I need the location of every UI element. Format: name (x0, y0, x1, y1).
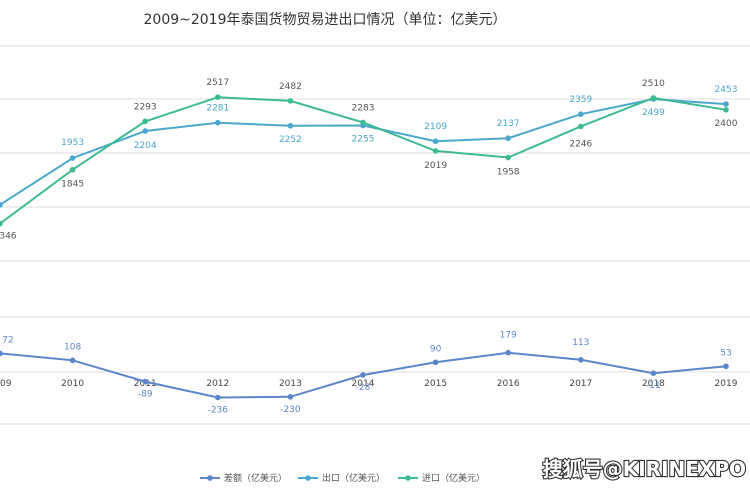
data-point (215, 394, 221, 401)
data-label: 2510 (642, 79, 665, 89)
gridlines (0, 45, 750, 425)
data-label: 179 (500, 331, 517, 341)
data-point (142, 378, 148, 385)
x-tick-label: 2013 (279, 379, 302, 389)
data-point (0, 220, 3, 227)
series-lines (0, 94, 729, 401)
data-label: 72 (2, 335, 13, 345)
data-point (432, 359, 439, 366)
data-point (650, 95, 657, 101)
series-line (0, 96, 727, 225)
legend-label: 进口（亿美元） (422, 472, 485, 484)
data-point (360, 372, 366, 378)
data-point (432, 138, 439, 145)
x-tick-label: 2014 (352, 379, 375, 389)
data-label: 2517 (206, 78, 229, 88)
data-point (578, 356, 584, 363)
data-point (69, 357, 76, 364)
data-label: 1845 (61, 180, 84, 190)
watermark-text: 搜狐号@KIRINEXPO (543, 457, 746, 481)
data-label: -89 (138, 390, 153, 400)
data-point (578, 123, 584, 130)
data-label: 2499 (642, 108, 665, 118)
data-point (0, 202, 3, 208)
data-label: 2482 (279, 82, 302, 92)
data-label: 2252 (279, 135, 302, 145)
data-point (723, 101, 729, 107)
data-label: 113 (572, 338, 589, 348)
data-point (0, 350, 3, 357)
data-point (215, 119, 221, 126)
x-tick-label: 2018 (642, 379, 665, 389)
legend-entry: 进口（亿美元） (398, 472, 485, 484)
legend-entry: 差额（亿美元） (200, 472, 287, 484)
legend-swatch-marker (405, 475, 411, 481)
data-point (142, 118, 148, 125)
legend-label: 出口（亿美元） (322, 472, 385, 484)
data-label: -11 (646, 381, 661, 391)
x-tick-label: 2009 (0, 379, 12, 389)
x-tick-label: 2019 (715, 379, 738, 389)
data-label: 90 (430, 344, 442, 354)
data-label: 2019 (424, 161, 447, 171)
x-tick-label: 2010 (61, 379, 84, 389)
data-point (723, 107, 729, 113)
data-point (287, 98, 294, 104)
data-label: -236 (208, 405, 229, 415)
legend-swatch-marker (207, 475, 213, 481)
data-point (650, 370, 657, 376)
data-label: 108 (64, 342, 81, 352)
data-point (287, 122, 294, 129)
data-point (215, 94, 221, 100)
data-point (505, 135, 512, 142)
data-label: 2281 (206, 104, 229, 114)
data-label: -230 (280, 405, 301, 415)
data-point (505, 154, 512, 161)
data-label: 346 (0, 232, 17, 242)
chart-title: 2009~2019年泰国货物贸易进出口情况（单位：亿美元） (144, 11, 507, 28)
data-point (505, 349, 512, 356)
x-tick-label: 2012 (206, 379, 229, 389)
data-label: 2283 (352, 103, 375, 113)
data-point (69, 166, 76, 173)
data-point (142, 128, 148, 134)
data-label: 1958 (497, 168, 520, 178)
watermark: 搜狐号@KIRINEXPO (542, 456, 747, 482)
data-label: 2109 (424, 122, 447, 132)
data-label: 1953 (61, 138, 84, 148)
x-tick-label: 2016 (497, 379, 520, 389)
data-label: 2255 (352, 134, 375, 144)
data-label: 2293 (134, 102, 157, 112)
data-point (69, 155, 76, 161)
data-label: 2359 (569, 95, 592, 105)
data-label: -28 (356, 383, 371, 393)
data-label: 2453 (715, 85, 738, 95)
data-labels: 72 108 -89 -236 -230 -28 90 179 113 -11 53 1953 2204… (0, 78, 738, 415)
data-point (723, 363, 729, 370)
data-point (432, 148, 439, 154)
legend-entry: 出口（亿美元） (298, 472, 385, 484)
data-point (287, 394, 294, 400)
data-point (360, 119, 366, 126)
x-tick-label: 2017 (569, 379, 592, 389)
legend-label: 差额（亿美元） (224, 472, 287, 484)
data-point (578, 111, 584, 118)
legend-swatch-marker (305, 475, 311, 481)
legend: 差额（亿美元） 出口（亿美元） 进口（亿美元） (200, 472, 485, 484)
data-label: 2400 (715, 119, 738, 129)
data-label: 2137 (497, 119, 520, 129)
data-label: 2246 (569, 139, 592, 149)
data-label: 2204 (134, 141, 157, 151)
x-tick-label: 2015 (424, 379, 447, 389)
data-label: 53 (720, 348, 731, 358)
series-line (0, 98, 727, 206)
